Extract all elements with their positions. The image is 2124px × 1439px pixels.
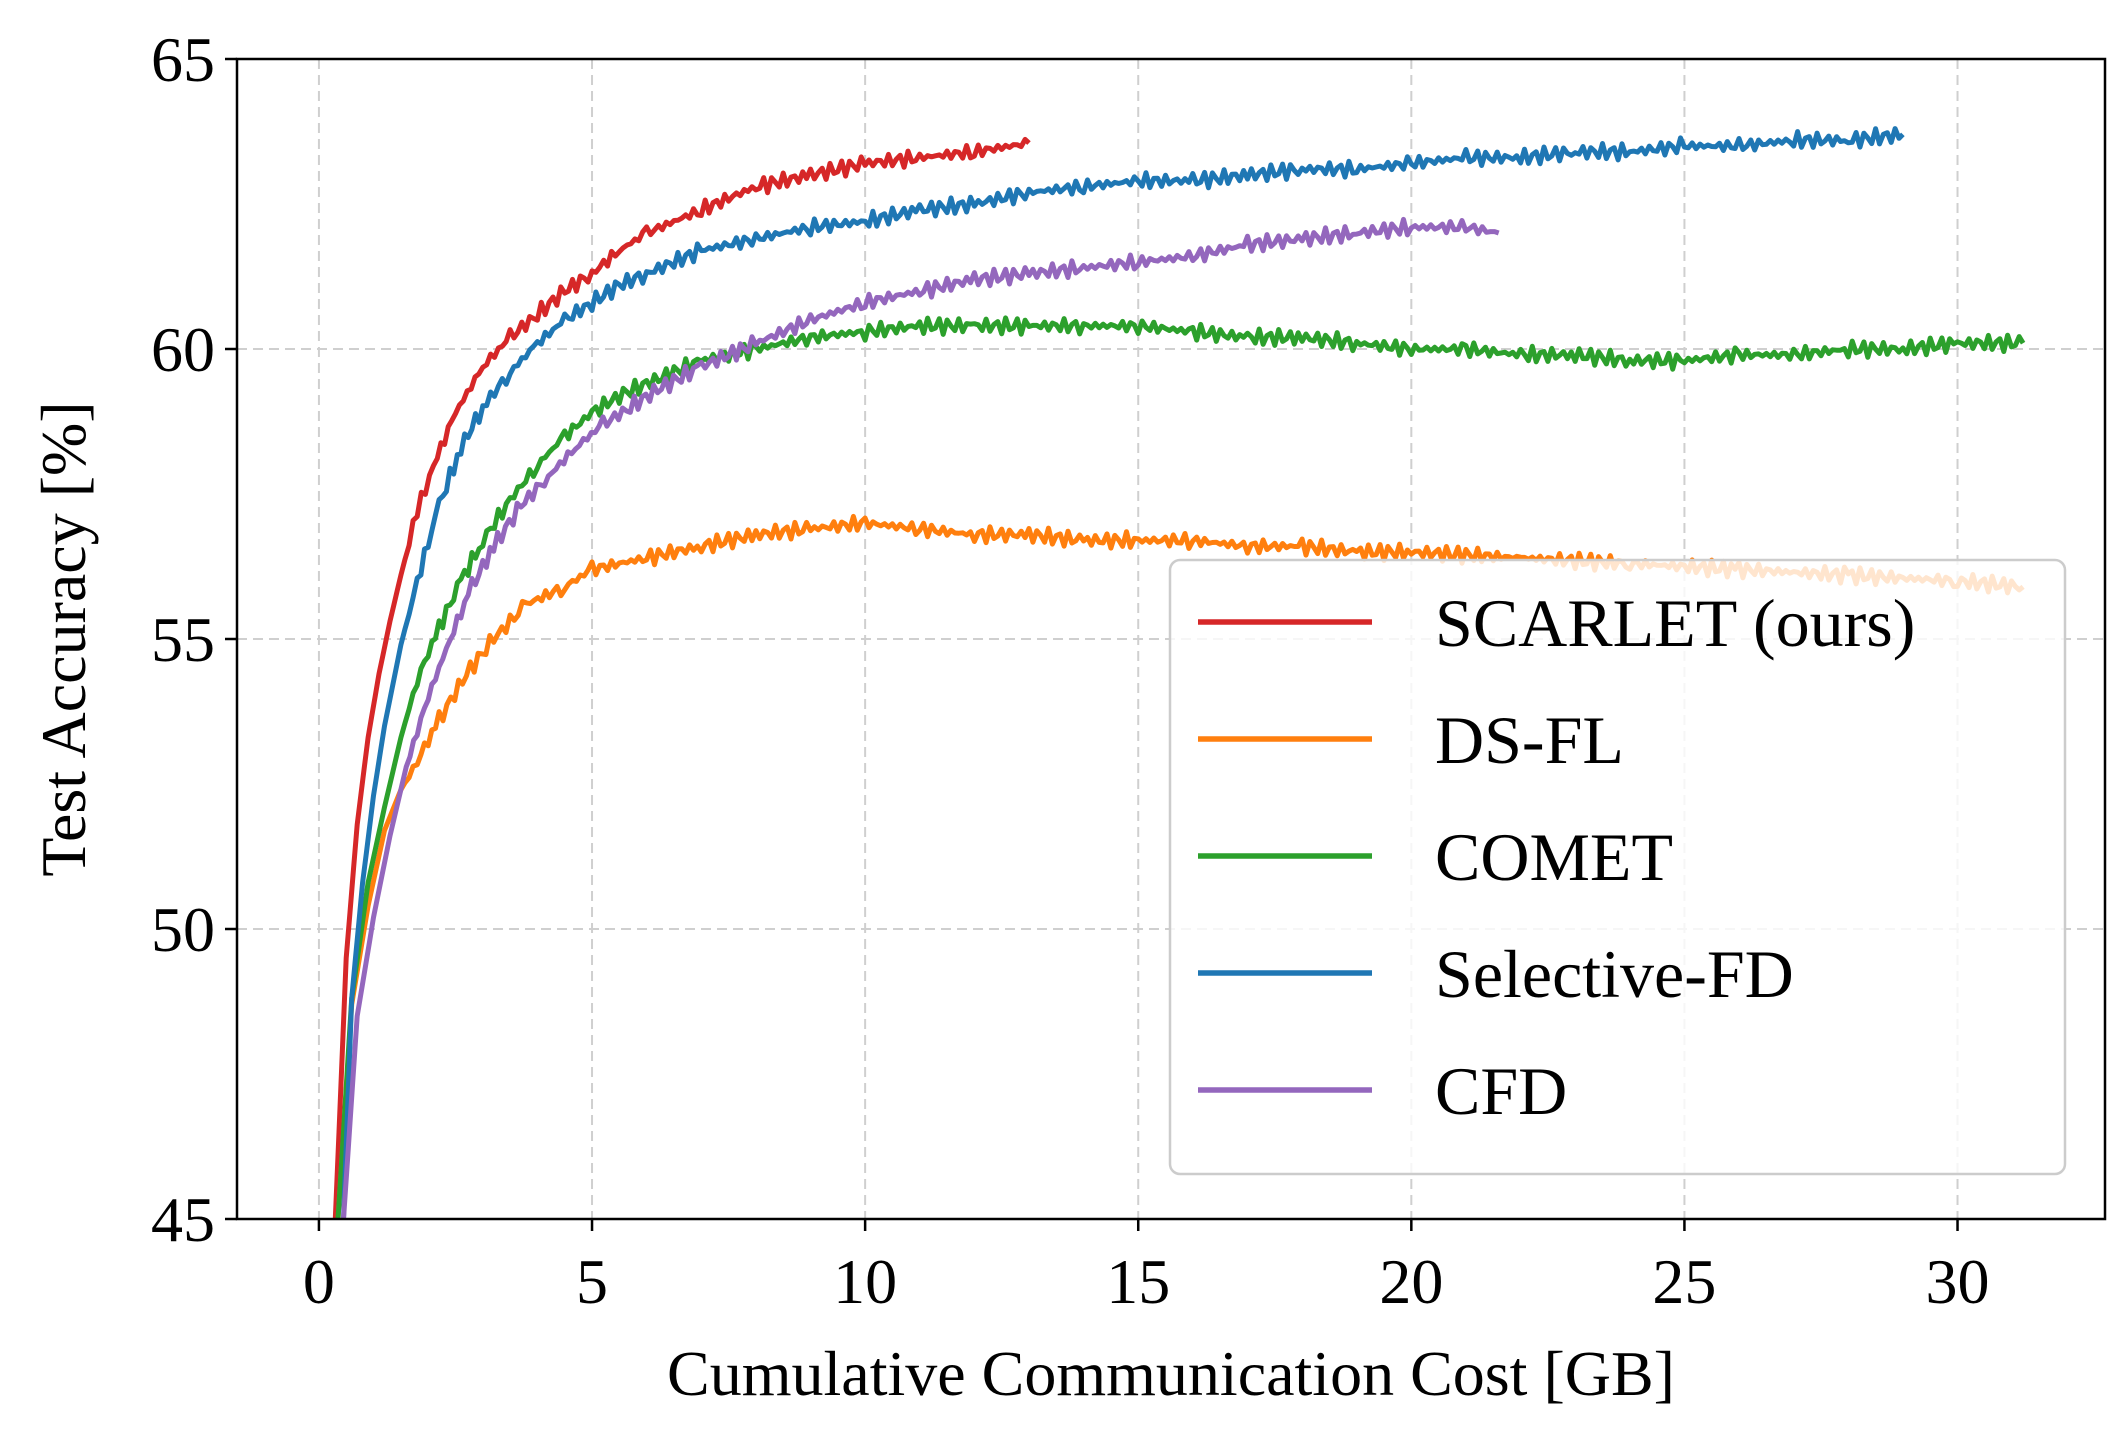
series-line-scarlet-ours [332,136,1031,1219]
y-tick-label: 45 [151,1184,215,1255]
y-axis-ticks: 45 50 55 60 65 [151,24,237,1255]
x-tick-label: 10 [833,1246,897,1317]
series-line-comet [335,315,2026,1219]
series-line-selective-fd [341,126,1905,1219]
x-tick-label: 5 [576,1246,608,1317]
x-tick-label: 0 [303,1246,335,1317]
y-tick-label: 50 [151,894,215,965]
y-tick-label: 60 [151,314,215,385]
series-line-cfd [341,216,1500,1219]
legend-label: DS-FL [1435,702,1624,778]
x-tick-label: 25 [1652,1246,1716,1317]
legend-label: COMET [1435,819,1673,895]
x-tick-label: 20 [1379,1246,1443,1317]
legend: SCARLET (ours) DS-FL COMET Selective-FD CFD [1168,558,2067,1176]
y-tick-label: 65 [151,24,215,95]
y-tick-label: 55 [151,604,215,675]
x-tick-label: 15 [1106,1246,1170,1317]
legend-label: Selective-FD [1435,936,1794,1012]
y-axis-label: Test Accuracy [%] [28,401,99,876]
legend-box [1168,558,2067,1176]
x-axis-label: Cumulative Communication Cost [GB] [667,1338,1675,1409]
x-tick-label: 30 [1926,1246,1990,1317]
legend-label: CFD [1435,1053,1567,1129]
legend-label: SCARLET (ours) [1435,585,1915,661]
x-axis-ticks: 0 5 10 15 20 25 30 [303,1219,1990,1317]
